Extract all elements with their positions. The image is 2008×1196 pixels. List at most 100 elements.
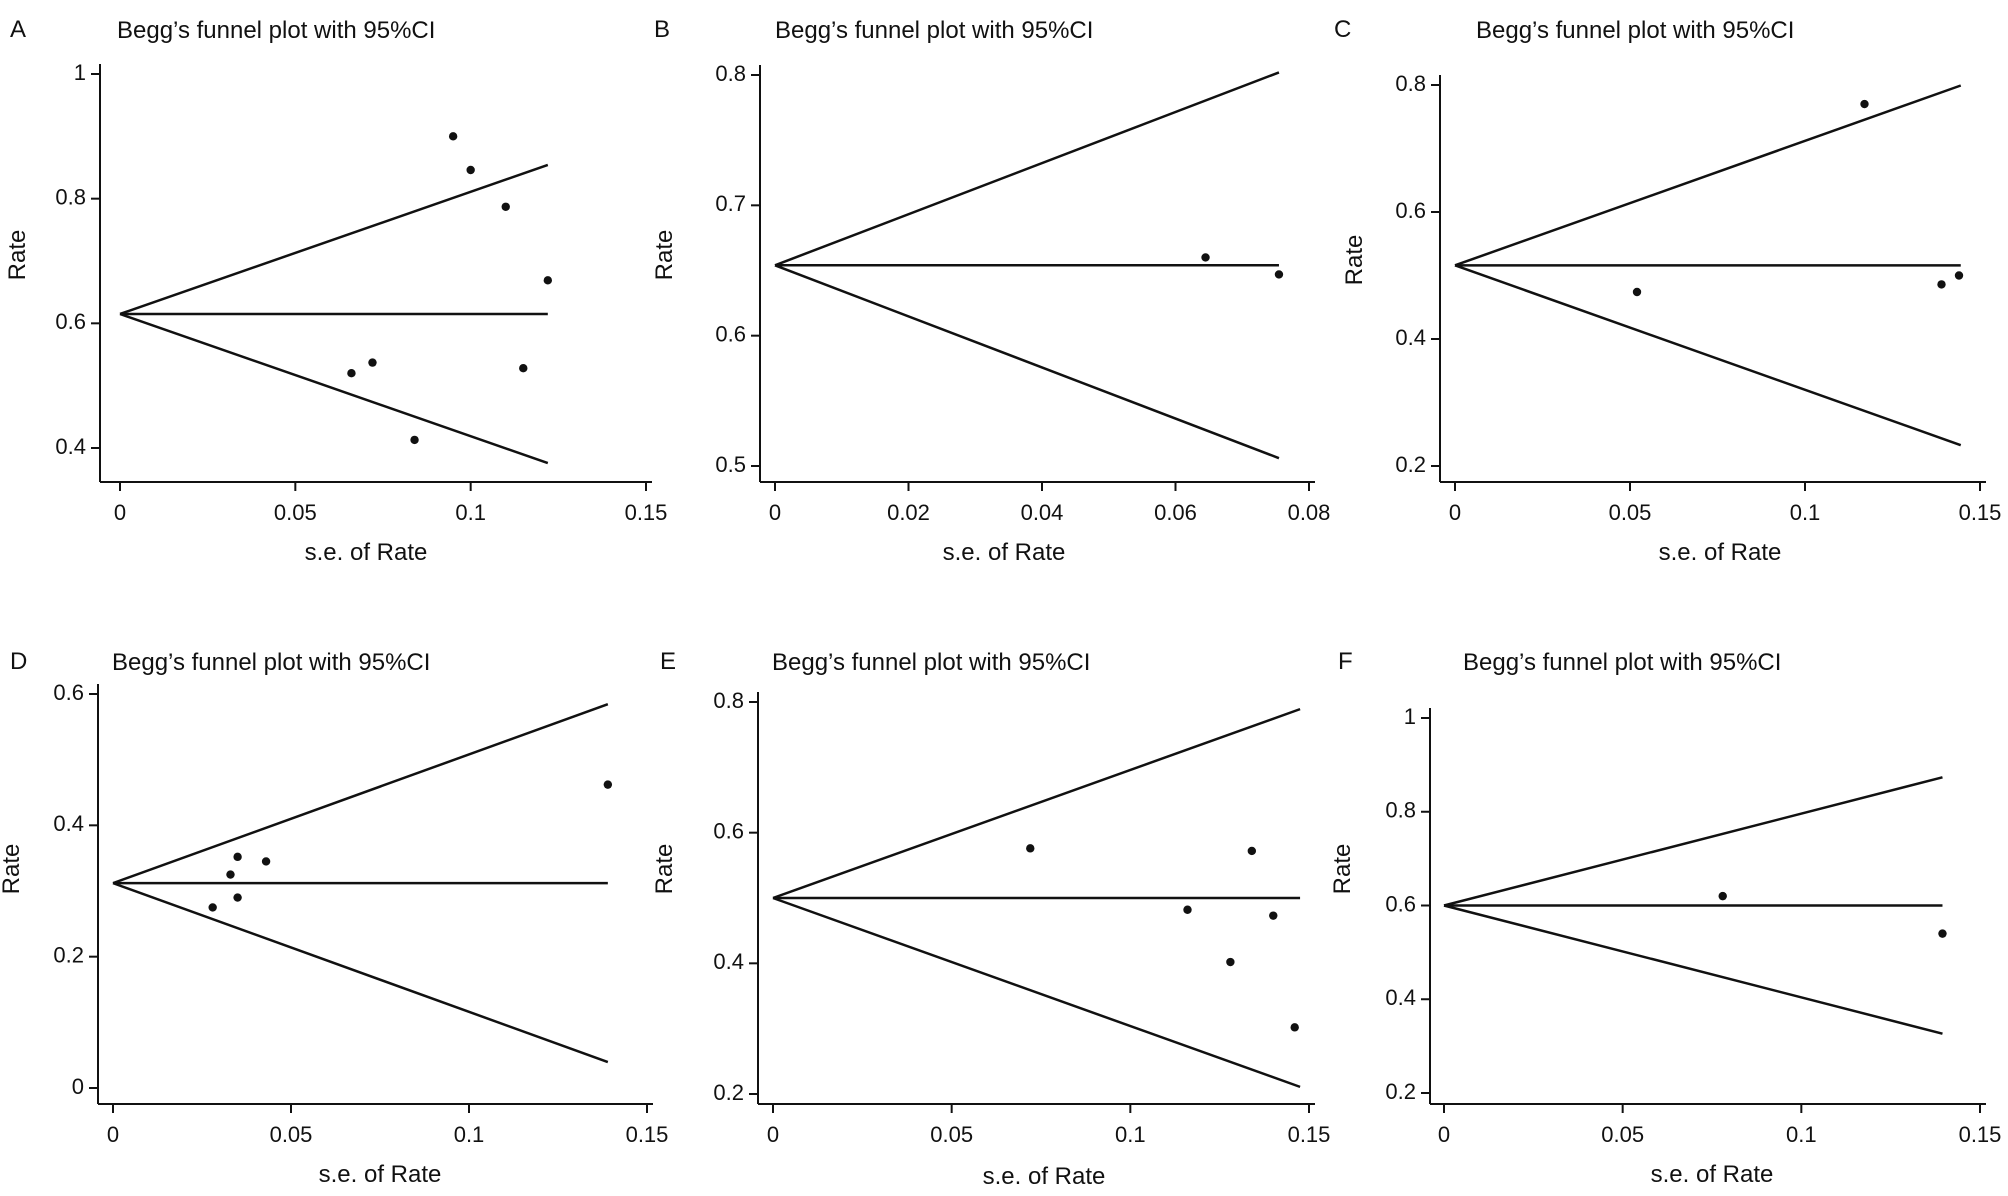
upper-ci-line	[1454, 84, 1962, 267]
lower-ci-line	[1443, 904, 1943, 1035]
y-axis-label: Rate	[1341, 235, 1368, 286]
y-tick-label: 0.8	[1395, 71, 1426, 96]
study-point	[1274, 270, 1284, 279]
panel-label: B	[654, 16, 670, 43]
study-point	[1937, 280, 1946, 289]
x-tick-label: 0.1	[454, 1122, 485, 1147]
upper-ci-line	[119, 163, 549, 316]
y-tick-label: 0.8	[55, 184, 86, 209]
study-point	[410, 435, 419, 445]
x-tick-label: 0.04	[1021, 500, 1064, 525]
study-point	[1026, 844, 1035, 853]
x-axis-label: s.e. of Rate	[319, 1161, 442, 1188]
x-axis-label: s.e. of Rate	[1659, 539, 1782, 566]
panel-label: C	[1334, 16, 1351, 43]
y-tick-label: 0.4	[1395, 325, 1426, 350]
x-tick-label: 0.15	[625, 500, 668, 525]
x-tick-label: 0.05	[1609, 500, 1652, 525]
y-tick-label: 0.6	[715, 321, 746, 346]
funnel-plot-panel-c: C Begg’s funnel plot with 95%CI 0.2 0.4 0.6 0…	[1334, 16, 2001, 566]
y-tick-label: 0.2	[1395, 452, 1426, 477]
y-tick-label: 0.4	[1385, 985, 1416, 1010]
x-tick-label: 0.1	[1786, 1122, 1817, 1147]
y-tick-label: 0.6	[1385, 891, 1416, 916]
x-tick-label: 0.15	[1959, 1122, 2002, 1147]
x-tick-label: 0.05	[930, 1122, 973, 1147]
upper-ci-line	[774, 71, 1280, 267]
lower-ci-line	[1454, 264, 1962, 447]
panel-label: A	[10, 16, 26, 43]
study-point	[1938, 929, 1947, 938]
y-tick-label: 0.4	[53, 811, 84, 836]
x-tick-label: 0.15	[1288, 1122, 1331, 1147]
x-tick-label: 0	[1449, 500, 1461, 525]
study-point	[261, 857, 271, 866]
lower-ci-line	[772, 896, 1301, 1089]
y-tick-label: 1	[1404, 704, 1416, 729]
y-axis-label: Rate	[0, 844, 25, 895]
x-tick-label: 0	[767, 1122, 779, 1147]
y-tick-label: 0.8	[713, 688, 744, 713]
funnel-plot-panel-b: B Begg’s funnel plot with 95%CI 0.5 0.6 0.7 0…	[651, 16, 1330, 566]
chart-title: Begg’s funnel plot with 95%CI	[117, 17, 435, 44]
study-point	[1247, 846, 1257, 856]
study-point	[501, 202, 510, 211]
funnel-plot-panel-f: F Begg’s funnel plot with 95%CI 0.2 0.4 0.6 0…	[1329, 648, 2001, 1188]
study-point	[519, 364, 528, 373]
chart-title: Begg’s funnel plot with 95%CI	[1463, 649, 1781, 676]
y-tick-label: 0.8	[1385, 798, 1416, 823]
funnel-plot-panel-e: E Begg’s funnel plot with 95%CI 0.2 0.4 0.6 0…	[651, 648, 1330, 1190]
panel-label: E	[660, 648, 676, 675]
y-tick-label: 0.6	[53, 680, 84, 705]
y-tick-label: 1	[74, 60, 86, 85]
y-axis-label: Rate	[1329, 844, 1356, 895]
x-tick-label: 0.02	[887, 500, 930, 525]
study-point	[1954, 271, 1964, 280]
study-point	[1201, 253, 1210, 262]
y-tick-label: 0.2	[53, 942, 84, 967]
y-tick-label: 0.8	[715, 61, 746, 86]
study-point	[1290, 1023, 1299, 1032]
study-point	[347, 369, 356, 378]
study-point	[226, 870, 235, 879]
funnel-plot-panel-a: A Begg’s funnel plot with 95%CI 0.4 0.6 0.8 1…	[4, 16, 667, 566]
x-tick-label: 0	[769, 500, 781, 525]
chart-title: Begg’s funnel plot with 95%CI	[775, 17, 1093, 44]
y-tick-label: 0	[72, 1074, 84, 1099]
study-point	[1860, 99, 1869, 109]
study-point	[1632, 287, 1642, 297]
chart-title: Begg’s funnel plot with 95%CI	[1476, 17, 1794, 44]
study-point	[1269, 911, 1278, 920]
lower-ci-line	[112, 881, 609, 1064]
x-tick-label: 0.05	[274, 500, 317, 525]
y-axis-label: Rate	[4, 230, 31, 281]
funnel-plot-panel-d: D Begg’s funnel plot with 95%CI 0 0.2 0.4 0.6…	[0, 648, 668, 1188]
x-tick-label: 0.1	[455, 500, 486, 525]
x-tick-label: 0	[107, 1122, 119, 1147]
lower-ci-line	[774, 264, 1280, 460]
y-tick-label: 0.4	[55, 434, 86, 459]
study-point	[448, 132, 458, 141]
study-point	[1718, 891, 1727, 901]
x-tick-label: 0.15	[1959, 500, 2002, 525]
x-tick-label: 0.05	[1601, 1122, 1644, 1147]
y-tick-label: 0.7	[715, 191, 746, 216]
study-point	[466, 165, 475, 175]
study-point	[368, 358, 377, 367]
y-tick-label: 0.6	[55, 309, 86, 334]
x-axis-label: s.e. of Rate	[983, 1163, 1106, 1190]
x-tick-label: 0.1	[1790, 500, 1821, 525]
chart-title: Begg’s funnel plot with 95%CI	[112, 649, 430, 676]
study-point	[233, 852, 242, 862]
study-point	[1226, 957, 1235, 967]
x-tick-label: 0.06	[1154, 500, 1197, 525]
upper-ci-line	[112, 703, 609, 885]
chart-title: Begg’s funnel plot with 95%CI	[772, 649, 1090, 676]
y-tick-label: 0.6	[1395, 198, 1426, 223]
study-point	[1183, 905, 1192, 914]
x-axis-label: s.e. of Rate	[305, 539, 428, 566]
x-axis-label: s.e. of Rate	[1651, 1161, 1774, 1188]
x-tick-label: 0.05	[270, 1122, 313, 1147]
y-tick-label: 0.2	[1385, 1079, 1416, 1104]
